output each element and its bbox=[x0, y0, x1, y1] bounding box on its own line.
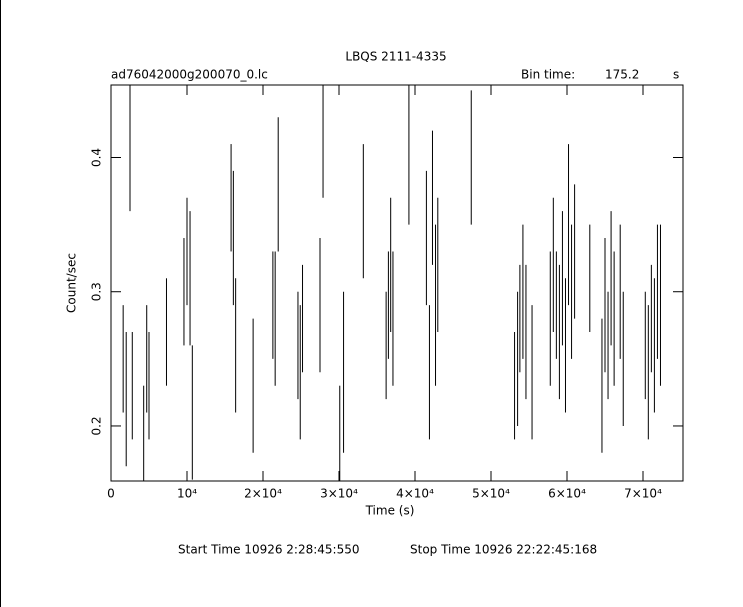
x-tick-label: 0 bbox=[107, 487, 115, 501]
x-tick-label: 7×10⁴ bbox=[624, 487, 662, 501]
file-name: ad76042000g200070_0.lc bbox=[111, 68, 268, 82]
bin-time-unit: s bbox=[673, 68, 679, 82]
stop-time: Stop Time 10926 22:22:45:168 bbox=[410, 543, 597, 557]
y-tick-label: 0.2 bbox=[90, 416, 104, 435]
plot-frame bbox=[110, 84, 684, 482]
y-axis-label: Count/sec bbox=[65, 253, 79, 313]
x-tick-label: 3×10⁴ bbox=[320, 487, 358, 501]
bin-time-label: Bin time: bbox=[521, 68, 575, 82]
x-tick-label: 6×10⁴ bbox=[548, 487, 586, 501]
x-tick-label: 4×10⁴ bbox=[396, 487, 434, 501]
x-tick-label: 5×10⁴ bbox=[472, 487, 510, 501]
y-tick-label: 0.3 bbox=[90, 282, 104, 301]
x-tick-label: 2×10⁴ bbox=[244, 487, 282, 501]
bin-time: 175.2 bbox=[605, 68, 639, 82]
x-axis-label: Time (s) bbox=[365, 504, 415, 518]
x-tick-label: 10⁴ bbox=[177, 487, 197, 501]
start-time: Start Time 10926 2:28:45:550 bbox=[178, 543, 360, 557]
y-tick-label: 0.4 bbox=[90, 148, 104, 167]
chart-title: LBQS 2111-4335 bbox=[345, 50, 446, 64]
